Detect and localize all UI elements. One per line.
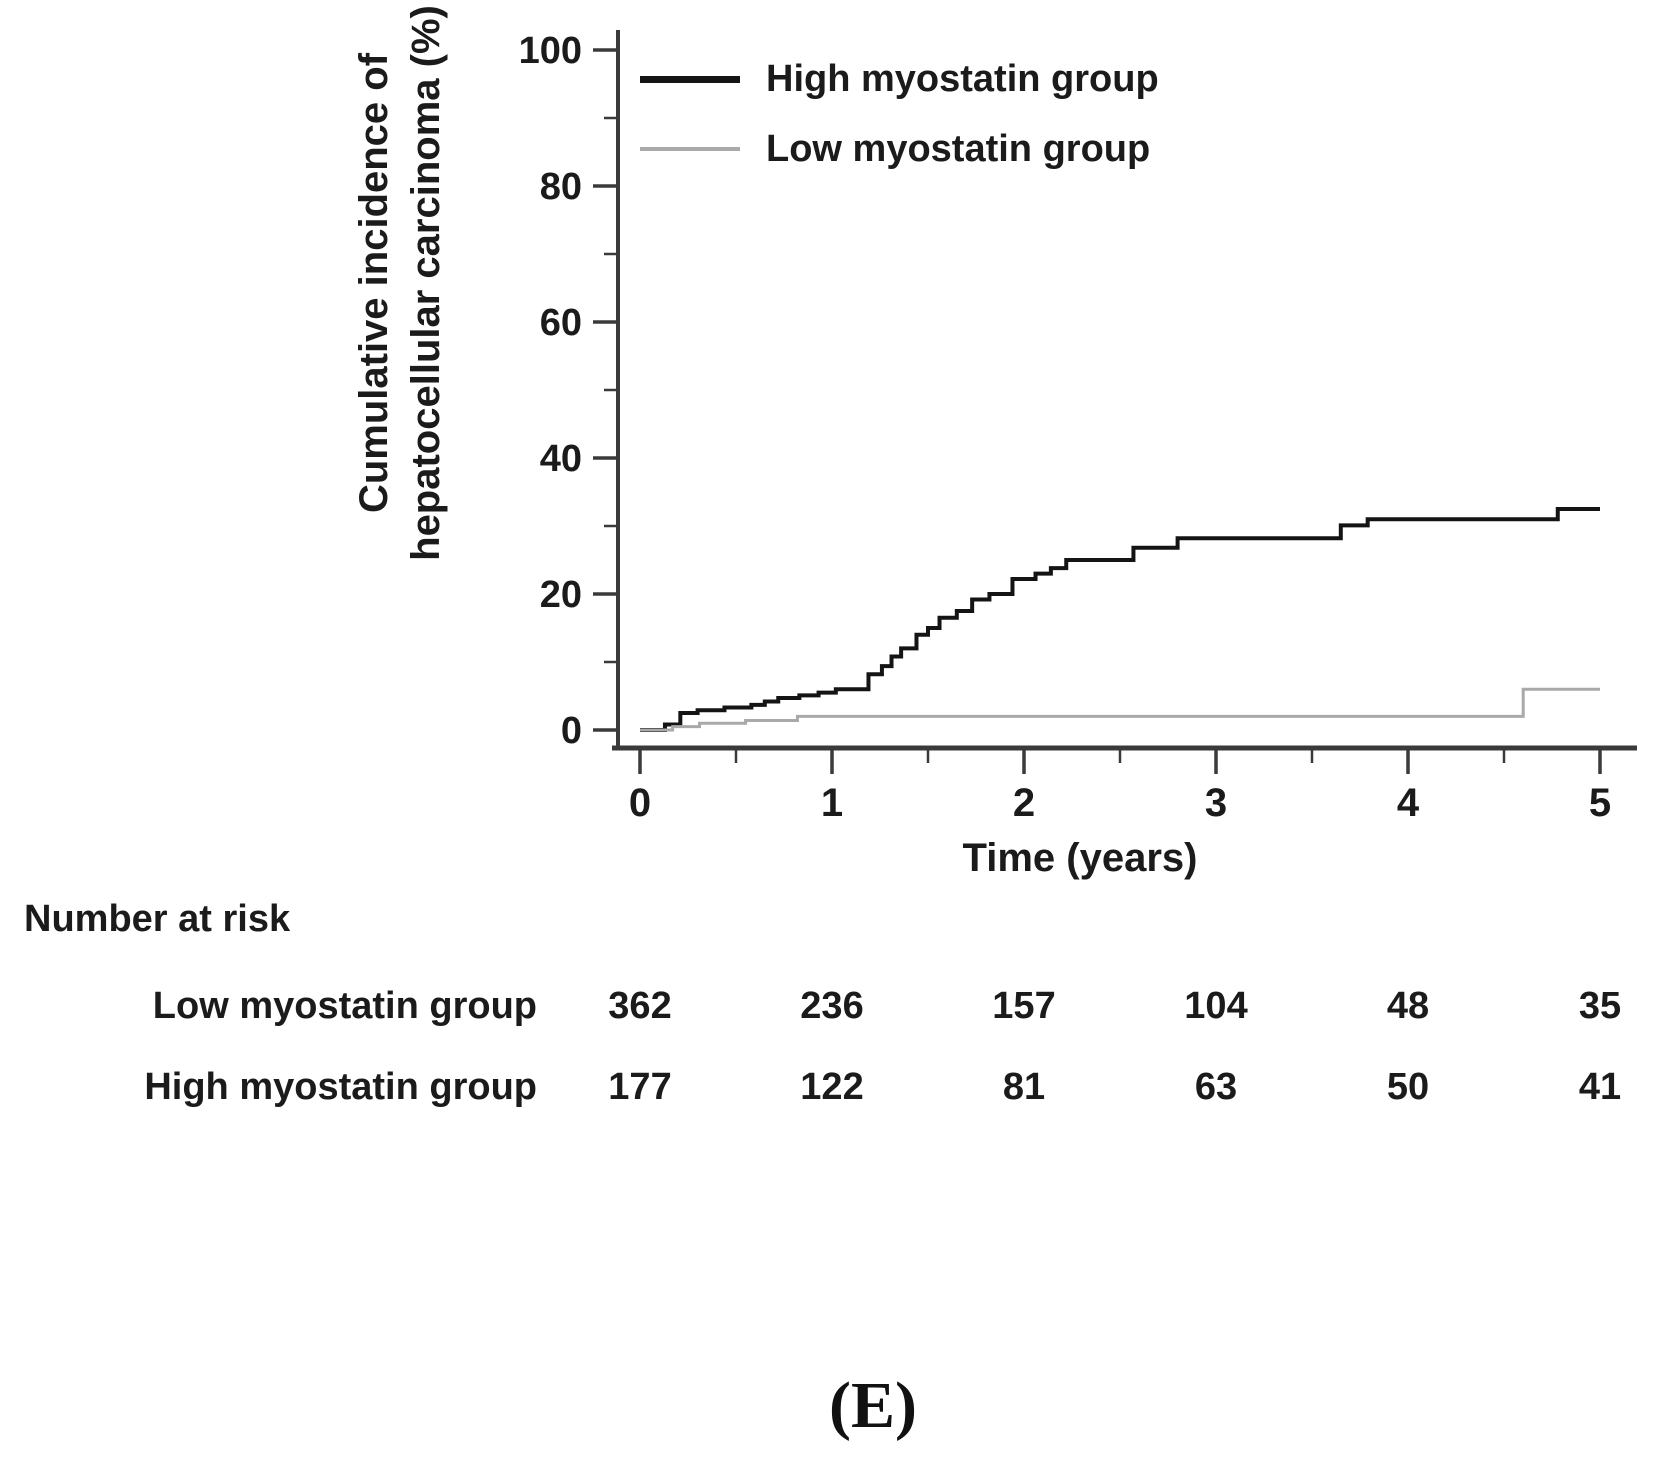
risk-value: 63: [1194, 1066, 1238, 1108]
risk-value: 41: [1578, 1066, 1622, 1108]
legend-item-high: High myostatin group: [640, 50, 1159, 108]
y-tick-label: 60: [540, 302, 582, 344]
legend-label-high: High myostatin group: [766, 57, 1159, 100]
x-tick-label: 5: [1589, 781, 1611, 825]
legend: High myostatin group Low myostatin group: [640, 50, 1159, 190]
y-tick-label: 20: [540, 574, 582, 616]
risk-row-label-low: Low myostatin group: [152, 985, 537, 1027]
x-tick-label: 3: [1205, 781, 1227, 825]
risk-value: 48: [1386, 985, 1430, 1027]
x-axis-title: Time (years): [962, 836, 1198, 880]
risk-table-title: Number at risk: [24, 898, 291, 940]
y-tick-label: 100: [519, 30, 582, 72]
risk-value: 157: [992, 985, 1056, 1027]
series-curve-high: [640, 507, 1600, 732]
x-tick-label: 4: [1397, 781, 1420, 825]
risk-value: 122: [800, 1066, 864, 1108]
risk-value: 236: [800, 985, 864, 1027]
y-tick-label: 80: [540, 166, 582, 208]
x-tick-label: 2: [1013, 781, 1035, 825]
risk-value: 177: [608, 1066, 672, 1108]
risk-value: 50: [1386, 1066, 1430, 1108]
panel-caption: (E): [829, 1369, 917, 1442]
legend-item-low: Low myostatin group: [640, 120, 1159, 178]
risk-value: 81: [1002, 1066, 1046, 1108]
legend-label-low: Low myostatin group: [766, 127, 1151, 170]
risk-row-label-high: High myostatin group: [144, 1066, 537, 1108]
y-tick-label: 0: [561, 710, 582, 752]
legend-line-low-icon: [640, 147, 740, 151]
x-tick-label: 1: [821, 781, 843, 825]
legend-line-high-icon: [640, 75, 740, 83]
series-curve-low: [640, 687, 1600, 732]
y-tick-label: 40: [540, 438, 582, 480]
risk-value: 362: [608, 985, 672, 1027]
x-tick-label: 0: [629, 781, 651, 825]
risk-value: 35: [1578, 985, 1622, 1027]
risk-value: 104: [1184, 985, 1248, 1027]
